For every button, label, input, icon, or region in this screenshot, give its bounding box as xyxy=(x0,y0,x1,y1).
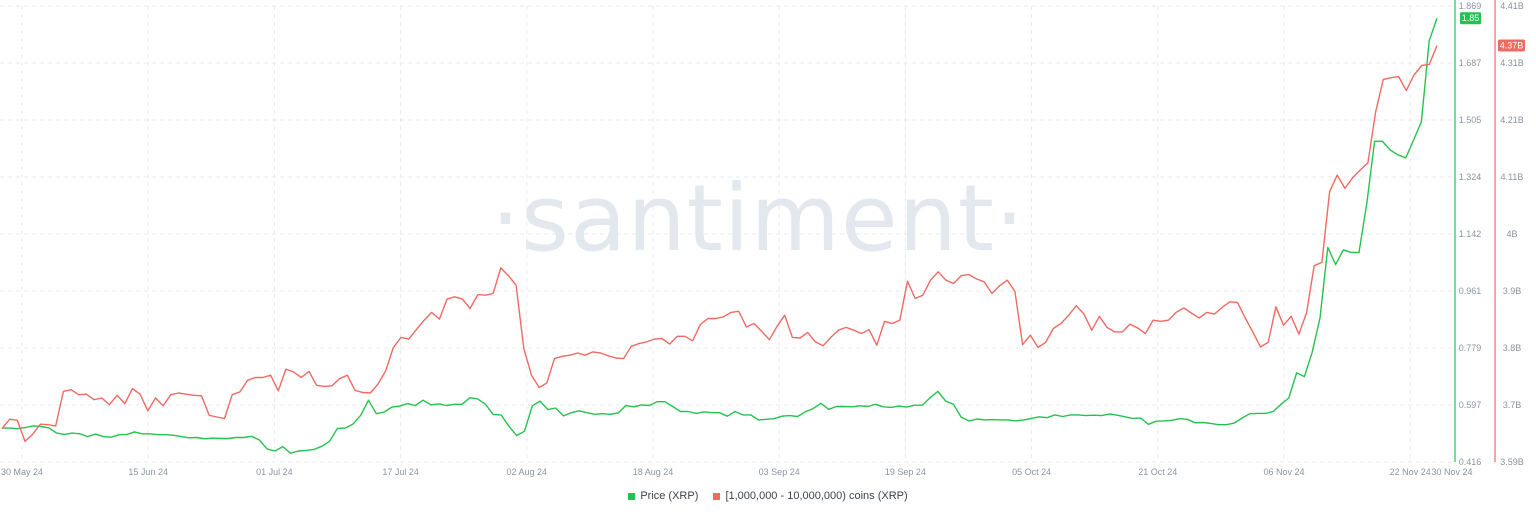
x-tick-label: 30 Nov 24 xyxy=(1431,467,1472,477)
y-right-tick-label: 4.31B xyxy=(1500,58,1524,68)
y-right-tick-label: 4.41B xyxy=(1500,1,1524,11)
price-last-value: 1.85 xyxy=(1462,13,1480,23)
y-left-tick-label: 1.687 xyxy=(1459,58,1482,68)
axes-layer: 1.869 1.687 1.505 1.324 1.142 0.961 0.779 0.597… xyxy=(1,0,1525,477)
grid-lines xyxy=(0,5,1452,463)
holders-last-badge xyxy=(1498,39,1525,52)
y-left-tick-label: 0.779 xyxy=(1459,343,1482,353)
holders-series-line xyxy=(1,45,1438,443)
y-left-tick-label: 1.505 xyxy=(1459,115,1482,125)
y-left-tick-label: 1.142 xyxy=(1459,229,1482,239)
y-right-tick-label: 3.7B xyxy=(1503,400,1522,410)
legend-label-holders: [1,000,000 - 10,000,000) coins (XRP) xyxy=(725,490,908,502)
legend-label-price: Price (XRP) xyxy=(640,490,699,502)
legend-item-price[interactable]: Price (XRP) xyxy=(628,490,698,502)
x-tick-label: 06 Nov 24 xyxy=(1263,467,1304,477)
x-tick-label: 21 Oct 24 xyxy=(1138,467,1177,477)
y-left-tick-label: 0.416 xyxy=(1459,457,1482,467)
y-right-tick-label: 3.59B xyxy=(1500,457,1524,467)
legend: Price (XRP) [1,000,000 - 10,000,000) coi… xyxy=(0,490,1536,503)
x-tick-label: 18 Aug 24 xyxy=(633,467,674,477)
price-last-badge xyxy=(1460,12,1481,25)
y-left-tick-label: 0.597 xyxy=(1459,400,1482,410)
x-tick-label: 19 Sep 24 xyxy=(885,467,926,477)
holders-swatch-icon xyxy=(713,492,721,500)
chart: ·santiment· 1.869 1.687 1.505 1.324 1.142 0.9… xyxy=(0,0,1525,477)
x-tick-label: 03 Sep 24 xyxy=(759,467,800,477)
y-left-tick-label: 1.324 xyxy=(1459,172,1482,182)
legend-item-holders[interactable]: [1,000,000 - 10,000,000) coins (XRP) xyxy=(713,490,908,502)
y-left-tick-label: 1.869 xyxy=(1459,1,1482,11)
santiment-watermark: ·santiment· xyxy=(491,165,1025,272)
x-tick-label: 15 Jun 24 xyxy=(128,467,168,477)
y-right-tick-label: 4.11B xyxy=(1501,172,1524,182)
x-tick-label: 22 Nov 24 xyxy=(1390,467,1431,477)
x-tick-label: 01 Jul 24 xyxy=(256,467,293,477)
x-tick-label: 30 May 24 xyxy=(1,467,43,477)
y-left-tick-label: 0.961 xyxy=(1459,286,1482,296)
y-right-tick-label: 3.8B xyxy=(1503,343,1522,353)
x-tick-label: 02 Aug 24 xyxy=(507,467,548,477)
x-tick-label: 17 Jul 24 xyxy=(382,467,419,477)
holders-last-value: 4.37B xyxy=(1500,40,1524,50)
x-tick-label: 05 Oct 24 xyxy=(1012,467,1051,477)
price-series-line xyxy=(2,17,1438,454)
y-right-tick-label: 4.21B xyxy=(1500,115,1524,125)
series-layer xyxy=(1,17,1438,454)
y-right-tick-label: 3.9B xyxy=(1503,286,1522,296)
y-right-tick-label: 4B xyxy=(1506,229,1517,239)
price-swatch-icon xyxy=(628,492,636,500)
